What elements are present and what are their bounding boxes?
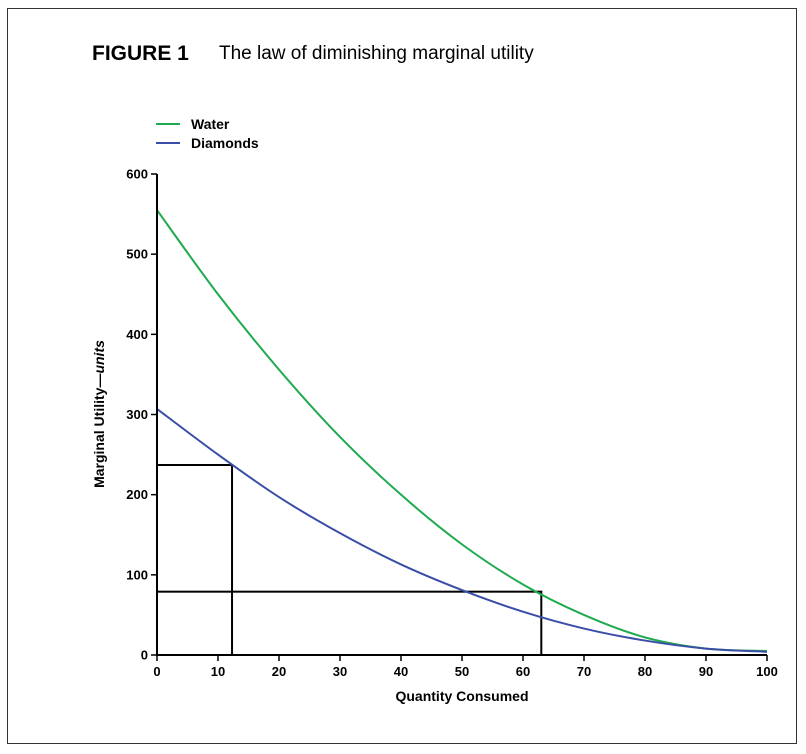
- x-tick-label: 70: [577, 664, 591, 679]
- y-tick-label: 200: [126, 487, 148, 502]
- x-tick-label: 80: [638, 664, 652, 679]
- annotation-rect: [156, 590, 543, 656]
- x-tick-label: 30: [333, 664, 347, 679]
- y-tick-label: 0: [141, 648, 148, 663]
- y-axis-title-unit: units: [91, 340, 107, 374]
- figure-title: The law of diminishing marginal utility: [219, 43, 534, 64]
- legend-label: Water: [191, 116, 230, 132]
- legend: Water Diamonds: [156, 116, 259, 151]
- y-tick-label: 600: [126, 167, 148, 182]
- y-axis-title: Marginal Utility—units: [91, 340, 107, 488]
- x-tick-label: 20: [272, 664, 286, 679]
- x-tick-label: 60: [516, 664, 530, 679]
- x-tick-label: 40: [394, 664, 408, 679]
- x-tick-label: 0: [153, 664, 160, 679]
- y-tick-label: 300: [126, 407, 148, 422]
- series-line-water: [156, 209, 768, 652]
- y-tick-label: 500: [126, 247, 148, 262]
- series-line-diamonds: [156, 408, 768, 653]
- annotation-rect: [156, 464, 234, 656]
- figure-frame: [7, 8, 797, 744]
- axes: [156, 174, 767, 656]
- x-tick-label: 50: [455, 664, 469, 679]
- figure-label: FIGURE 1: [92, 42, 189, 65]
- y-axis-title-main: Marginal Utility—: [91, 374, 107, 488]
- y-tick-label: 100: [126, 567, 148, 582]
- x-tick-label: 100: [756, 664, 778, 679]
- x-tick-label: 10: [211, 664, 225, 679]
- x-tick-label: 90: [699, 664, 713, 679]
- series-layer: [156, 209, 768, 653]
- ticks: 0 10 20 30 40 50 60 70 80 90 100 0 100 200 300 400 500 60…: [126, 167, 778, 680]
- x-axis-title: Quantity Consumed: [395, 688, 528, 704]
- y-tick-label: 400: [126, 327, 148, 342]
- legend-label: Diamonds: [191, 135, 259, 151]
